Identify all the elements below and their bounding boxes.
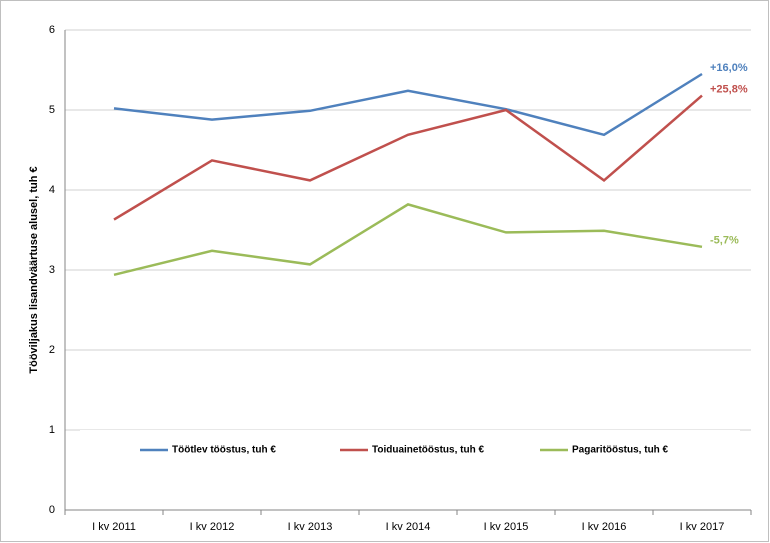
y-tick-label: 1: [49, 424, 55, 436]
y-axis-label: Tööviljakus lisandväärtuse alusel, tuh €: [28, 166, 40, 373]
series-annotation: +25,8%: [710, 84, 748, 96]
y-tick-label: 2: [49, 344, 55, 356]
x-tick-label: I kv 2013: [288, 521, 333, 533]
legend-label: Töötlev tööstus, tuh €: [172, 445, 276, 456]
series-annotation: -5,7%: [710, 235, 739, 247]
line-series: [113, 203, 703, 277]
x-tick-label: I kv 2011: [92, 521, 136, 533]
x-tick-label: I kv 2015: [484, 521, 529, 533]
legend-label: Pagaritööstus, tuh €: [572, 445, 669, 456]
x-tick-label: I kv 2017: [680, 521, 725, 533]
legend-label: Toiduainetööstus, tuh €: [372, 445, 484, 456]
y-tick-label: 6: [49, 24, 55, 36]
x-tick-label: I kv 2012: [190, 521, 235, 533]
y-tick-label: 0: [49, 504, 55, 516]
y-tick-label: 4: [49, 184, 55, 196]
line-series: [113, 72, 703, 137]
y-tick-label: 5: [49, 104, 55, 116]
legend-background: [80, 430, 740, 470]
y-tick-label: 3: [49, 264, 55, 276]
line-series: [113, 94, 703, 221]
series-annotation: +16,0%: [710, 62, 748, 74]
x-tick-label: I kv 2014: [386, 521, 431, 533]
x-tick-label: I kv 2016: [582, 521, 627, 533]
